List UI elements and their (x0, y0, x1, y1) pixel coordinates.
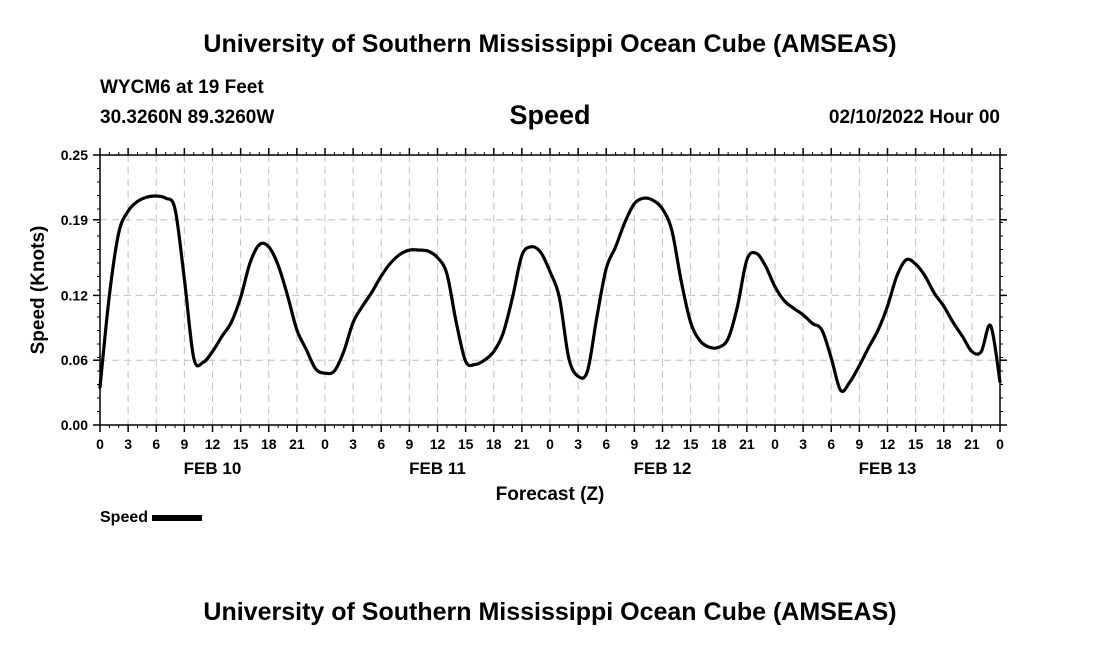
y-tick-label: 0.00 (61, 417, 88, 433)
x-tick-label: 6 (602, 436, 610, 452)
x-tick-label: 0 (546, 436, 554, 452)
footer-title: University of Southern Mississippi Ocean… (203, 598, 897, 626)
forecast-datetime: 02/10/2022 Hour 00 (828, 107, 1000, 128)
x-tick-label: 3 (124, 436, 132, 452)
x-tick-label: 9 (855, 436, 863, 452)
x-tick-label: 15 (683, 436, 699, 452)
page-title: University of Southern Mississippi Ocean… (203, 30, 897, 58)
y-axis-title: Speed (Knots) (28, 226, 49, 355)
x-tick-label: 9 (180, 436, 188, 452)
x-tick-label: 9 (405, 436, 413, 452)
x-tick-label: 18 (936, 436, 952, 452)
chart-title: Speed (509, 100, 591, 130)
legend: Speed (100, 509, 203, 527)
x-tick-label: 3 (574, 436, 582, 452)
day-label: FEB 13 (859, 459, 917, 478)
x-tick-label: 18 (261, 436, 277, 452)
day-label: FEB 10 (184, 459, 242, 478)
x-tick-label: 15 (458, 436, 474, 452)
x-tick-label: 9 (630, 436, 638, 452)
station-label: WYCM6 at 19 Feet (100, 77, 264, 98)
x-tick-label: 0 (96, 436, 104, 452)
legend-label: Speed (100, 509, 149, 526)
y-tick-label: 0.06 (61, 352, 88, 368)
x-tick-label: 21 (739, 436, 755, 452)
y-tick-label: 0.25 (61, 147, 88, 163)
y-tick-label: 0.12 (61, 287, 88, 303)
x-tick-label: 6 (152, 436, 160, 452)
x-tick-label: 6 (827, 436, 835, 452)
coordinates-label: 30.3260N 89.3260W (100, 107, 275, 128)
x-tick-label: 12 (880, 436, 896, 452)
x-tick-label: 21 (964, 436, 980, 452)
legend-swatch (152, 515, 203, 521)
x-tick-label: 21 (514, 436, 530, 452)
speed-series-line (98, 194, 1002, 393)
x-tick-label: 12 (430, 436, 446, 452)
x-axis-title: Forecast (Z) (496, 484, 605, 505)
x-tick-label: 15 (233, 436, 249, 452)
day-label: FEB 12 (634, 459, 692, 478)
day-label: FEB 11 (409, 459, 466, 478)
x-tick-label: 6 (377, 436, 385, 452)
x-tick-label: 15 (908, 436, 924, 452)
x-tick-label: 3 (349, 436, 357, 452)
x-tick-label: 3 (799, 436, 807, 452)
x-tick-label: 0 (996, 436, 1004, 452)
x-tick-label: 0 (771, 436, 779, 452)
x-tick-label: 18 (486, 436, 502, 452)
x-tick-label: 21 (289, 436, 305, 452)
x-tick-label: 18 (711, 436, 727, 452)
x-tick-label: 0 (321, 436, 329, 452)
x-tick-label: 12 (655, 436, 671, 452)
y-tick-label: 0.19 (61, 212, 88, 228)
x-tick-label: 12 (205, 436, 221, 452)
